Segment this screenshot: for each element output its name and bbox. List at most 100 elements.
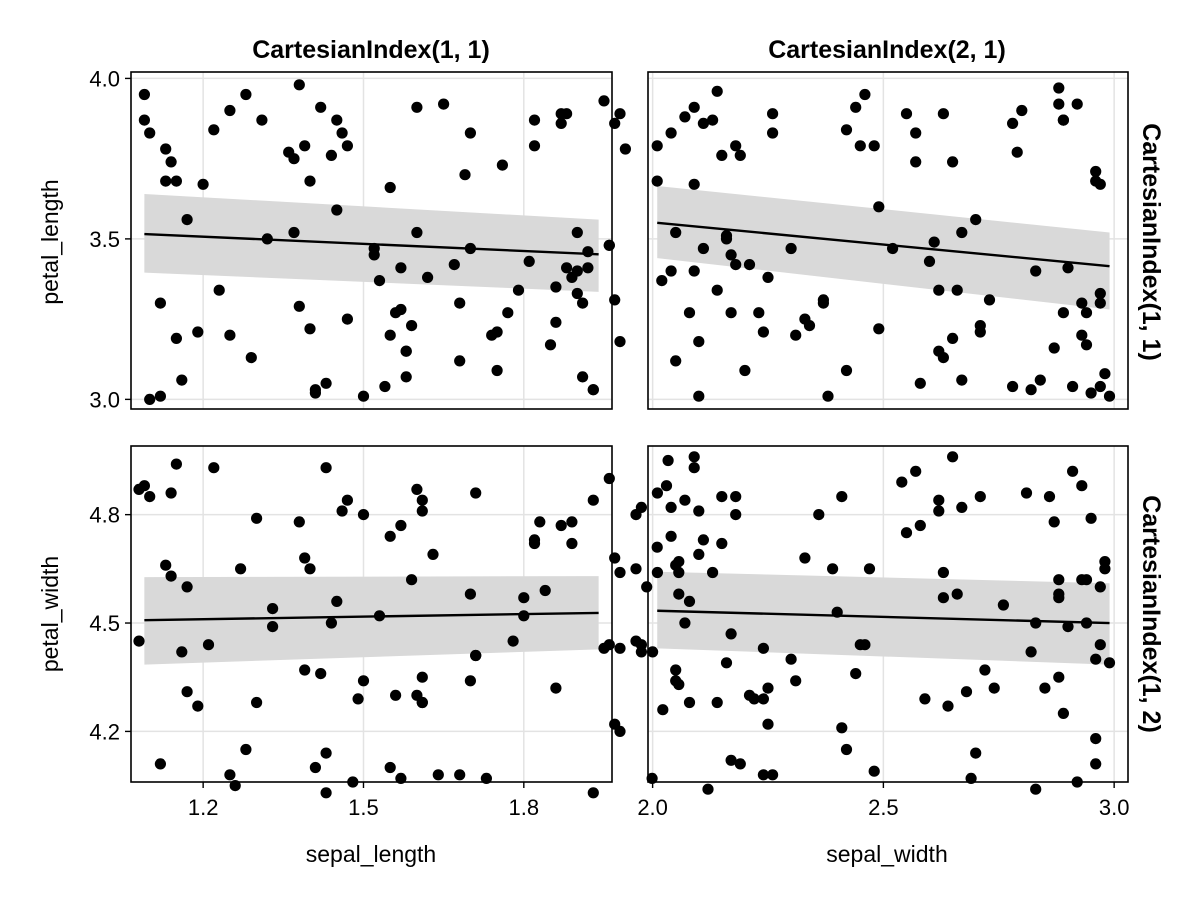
data-point-r1c2-47 <box>868 140 880 152</box>
data-point-r1c2-97 <box>1099 368 1111 380</box>
data-point-r1c2-63 <box>951 284 963 296</box>
data-point-r1c1-31 <box>304 175 316 187</box>
data-point-r1c2-36 <box>790 329 802 341</box>
data-point-r1c1-63 <box>459 169 471 181</box>
data-point-r1c2-4 <box>665 127 677 139</box>
data-point-r2c1-3 <box>138 480 150 492</box>
data-point-r1c1-74 <box>528 140 541 152</box>
data-point-r2c2-81 <box>1053 671 1065 683</box>
data-point-r1c2-93 <box>1094 178 1106 190</box>
data-point-r1c1-34 <box>315 101 327 113</box>
data-point-r1c1-84 <box>571 287 583 300</box>
data-point-r2c1-32 <box>320 787 332 799</box>
data-point-r1c1-69 <box>496 159 508 171</box>
data-point-r1c1-12 <box>176 374 188 386</box>
data-point-r2c1-53 <box>416 671 428 683</box>
data-point-r2c2-37 <box>785 653 797 665</box>
data-point-r1c2-19 <box>711 284 723 296</box>
data-point-r2c1-40 <box>357 675 370 687</box>
data-point-r2c1-5 <box>154 758 166 770</box>
data-point-r2c1-9 <box>170 458 182 470</box>
data-point-r2c1-19 <box>240 743 252 756</box>
y-tick-label-row2-2: 4.5 <box>89 611 120 636</box>
data-point-r1c2-50 <box>887 242 899 255</box>
data-point-r2c2-95 <box>1094 639 1106 651</box>
data-point-r1c1-21 <box>245 352 257 364</box>
data-point-r2c1-96 <box>662 454 674 467</box>
data-point-r2c1-78 <box>603 472 615 485</box>
data-point-r2c1-59 <box>464 675 476 687</box>
data-point-r1c1-2 <box>138 114 150 126</box>
data-point-r1c1-89 <box>582 262 594 274</box>
row-title-1: CartesianIndex(1, 1) <box>1137 123 1165 361</box>
data-point-r1c2-70 <box>1007 117 1019 129</box>
data-point-r2c1-45 <box>395 519 407 532</box>
data-point-r2c2-4 <box>665 501 677 513</box>
data-point-r2c1-8 <box>165 570 177 582</box>
data-point-r2c2-73 <box>1030 617 1042 629</box>
data-point-r2c2-62 <box>951 588 963 600</box>
data-point-r1c2-3 <box>656 275 668 287</box>
data-point-r1c1-10 <box>170 175 182 187</box>
data-point-r1c2-41 <box>822 390 834 402</box>
data-point-r1c1-67 <box>491 326 503 338</box>
data-point-r2c1-54 <box>416 696 428 709</box>
data-point-r1c2-8 <box>679 111 691 123</box>
data-point-r1c2-5 <box>665 265 677 277</box>
data-point-r2c1-95 <box>657 704 669 716</box>
data-point-r2c1-7 <box>165 487 177 499</box>
data-point-r1c1-92 <box>598 95 610 107</box>
data-point-r2c2-70 <box>997 599 1010 611</box>
data-point-r2c2-5 <box>665 530 677 542</box>
data-point-r2c2-61 <box>947 451 959 463</box>
data-point-r1c2-95 <box>1094 287 1106 300</box>
data-point-r1c1-42 <box>357 390 370 402</box>
data-point-r2c2-39 <box>799 552 811 564</box>
data-point-r1c1-44 <box>368 249 380 261</box>
data-point-r1c2-45 <box>854 140 866 152</box>
grid-layer <box>131 72 1128 782</box>
data-point-r2c1-64 <box>507 635 519 647</box>
data-point-r1c1-75 <box>544 339 557 351</box>
panel-frame-layer <box>130 71 1129 783</box>
data-point-r2c1-73 <box>566 537 578 550</box>
data-point-r2c2-43 <box>836 722 848 734</box>
data-point-r1c2-75 <box>1030 265 1042 277</box>
data-point-r1c2-34 <box>767 108 779 120</box>
data-point-r1c2-33 <box>767 127 779 139</box>
data-point-r1c1-77 <box>550 316 562 328</box>
data-point-r2c2-24 <box>725 754 737 766</box>
data-point-r2c1-58 <box>464 588 476 600</box>
data-point-r1c2-87 <box>1076 329 1088 341</box>
data-point-r1c1-3 <box>144 127 156 139</box>
x-tick-label-col2-1: 2.0 <box>637 795 668 820</box>
data-point-r2c2-27 <box>730 508 742 521</box>
data-point-r2c2-30 <box>748 693 760 705</box>
data-point-r1c2-56 <box>928 236 940 248</box>
data-point-r2c1-10 <box>176 646 188 658</box>
data-point-r1c1-47 <box>384 329 396 341</box>
x-axis-label-col-1: sepal_length <box>306 841 436 867</box>
data-point-r1c2-23 <box>725 249 737 261</box>
x-tick-label-col2-2: 2.5 <box>868 795 899 820</box>
data-point-r2c2-40 <box>813 508 825 521</box>
data-point-r1c1-46 <box>379 380 391 393</box>
data-point-r1c2-28 <box>739 364 751 377</box>
data-point-r1c1-96 <box>609 294 621 306</box>
data-point-r1c1-11 <box>170 332 182 344</box>
data-point-r1c1-27 <box>293 79 305 91</box>
data-point-r2c1-30 <box>320 462 332 474</box>
data-point-r2c2-9 <box>679 494 691 506</box>
data-point-r2c2-92 <box>1090 653 1102 665</box>
data-point-r1c1-14 <box>192 326 204 338</box>
data-point-r2c2-31 <box>757 693 770 705</box>
data-point-r2c2-93 <box>1090 758 1102 770</box>
data-point-r1c1-38 <box>331 204 343 216</box>
data-point-r2c1-76 <box>587 787 599 799</box>
data-point-r2c1-91 <box>641 581 653 593</box>
data-point-r1c1-58 <box>422 271 434 283</box>
data-point-r1c2-51 <box>900 108 913 120</box>
data-point-r2c1-52 <box>416 505 428 517</box>
data-point-r2c1-29 <box>315 668 327 680</box>
